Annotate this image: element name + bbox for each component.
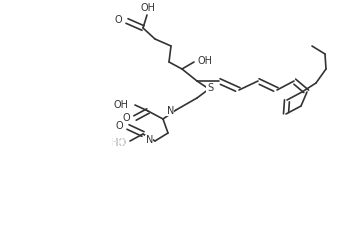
Text: HO: HO (111, 138, 126, 148)
Text: S: S (207, 83, 213, 93)
Text: OH: OH (140, 3, 156, 13)
Text: O: O (114, 15, 122, 25)
Text: O: O (115, 121, 123, 131)
Text: OH: OH (198, 56, 213, 66)
Text: OH: OH (114, 100, 129, 110)
Text: O: O (122, 113, 130, 123)
Text: N: N (167, 106, 174, 116)
Text: HO: HO (111, 138, 126, 148)
Text: N: N (146, 135, 153, 145)
